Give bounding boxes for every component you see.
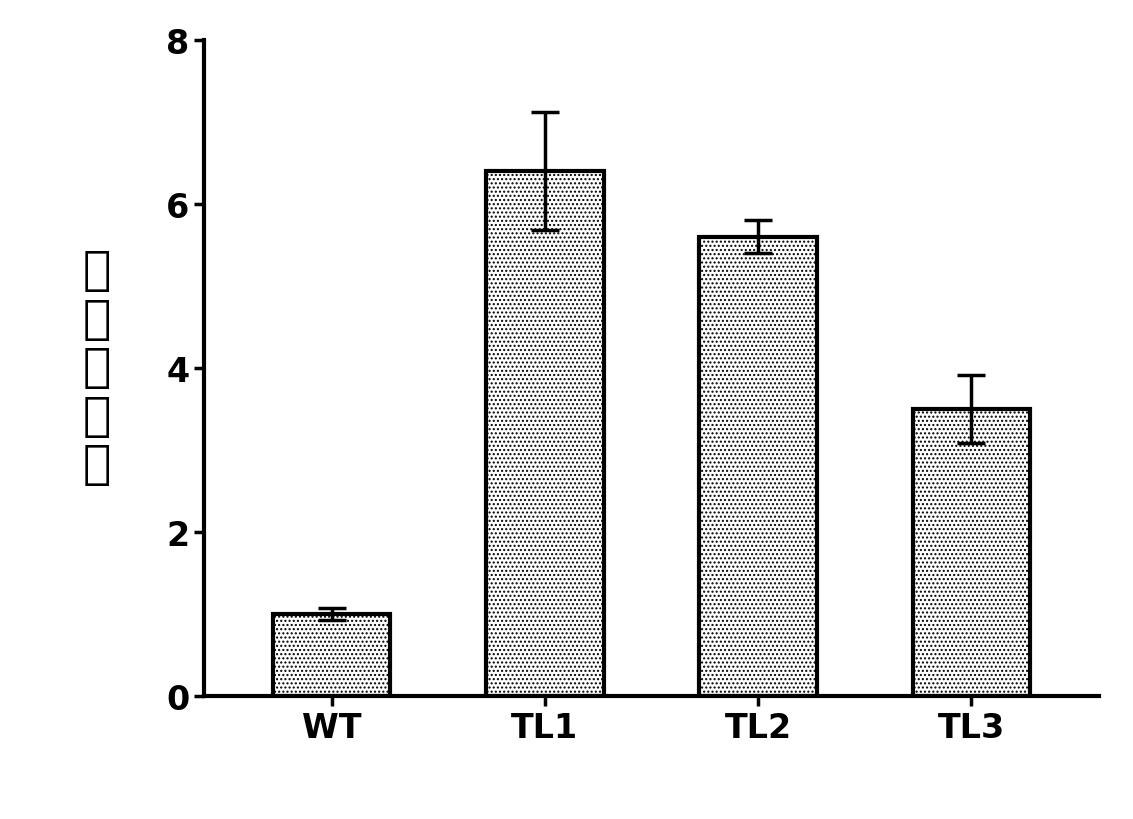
Y-axis label: 相
对
表
达
量: 相 对 表 达 量 — [83, 249, 111, 488]
Bar — [912, 410, 1030, 696]
Bar — [699, 238, 817, 696]
Bar — [486, 172, 604, 696]
Bar — [273, 614, 391, 696]
